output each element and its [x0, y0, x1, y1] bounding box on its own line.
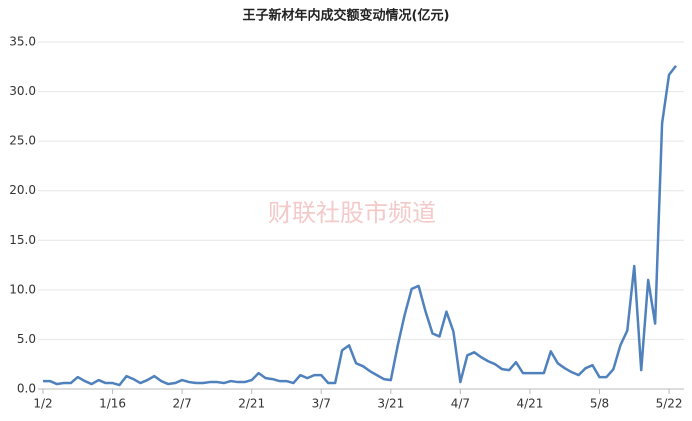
x-tick-label: 3/21: [377, 397, 404, 411]
x-tick-label: 1/2: [33, 397, 52, 411]
y-tick-label: 20.0: [9, 183, 36, 197]
y-tick-label: 0.0: [17, 382, 36, 396]
watermark: 财联社股市频道: [268, 199, 436, 227]
x-tick-label: 3/7: [312, 397, 331, 411]
x-tick-label: 2/7: [172, 397, 191, 411]
x-tick-label: 2/21: [238, 397, 265, 411]
chart-title: 王子新材年内成交额变动情况(亿元): [243, 8, 450, 24]
y-tick-label: 5.0: [17, 332, 36, 346]
x-tick-label: 4/7: [451, 397, 470, 411]
y-tick-label: 30.0: [9, 84, 36, 98]
x-tick-label: 1/16: [99, 397, 126, 411]
x-tick-label: 4/21: [516, 397, 543, 411]
y-tick-label: 35.0: [9, 35, 36, 49]
line-series: [43, 65, 677, 387]
y-tick-label: 15.0: [9, 233, 36, 247]
y-tick-label: 25.0: [9, 134, 36, 148]
y-tick-label: 10.0: [9, 282, 36, 296]
x-tick-label: 5/22: [656, 397, 683, 411]
x-tick-label: 5/8: [590, 397, 609, 411]
